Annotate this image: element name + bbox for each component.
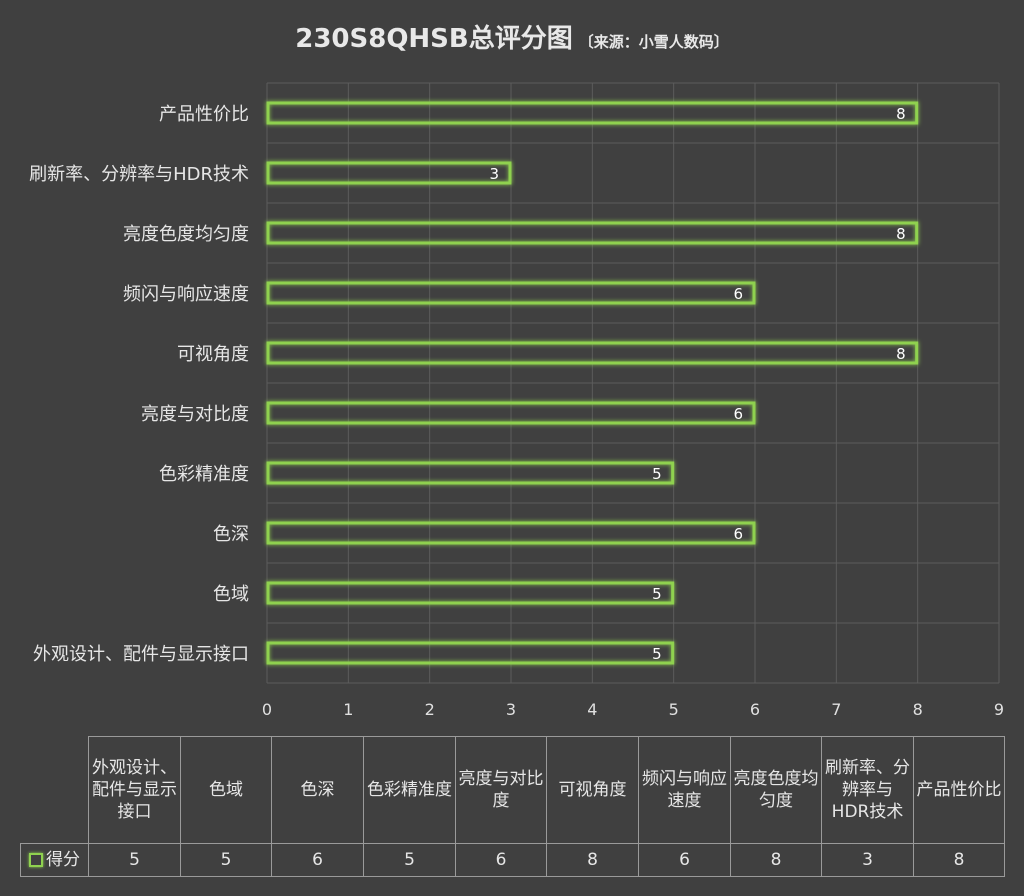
chart-title: 230S8QHSB总评分图 〔来源：小雪人数码〕 — [0, 18, 1024, 55]
bar — [266, 461, 675, 485]
table-header-cell: 亮度与对比度 — [455, 736, 547, 844]
table-value-cell: 8 — [546, 843, 639, 877]
bar-value-label: 5 — [652, 645, 662, 663]
bar-value-label: 6 — [733, 285, 743, 303]
table-value-cell: 8 — [730, 843, 822, 877]
table-header-cell: 产品性价比 — [913, 736, 1005, 844]
table-value-cell: 6 — [271, 843, 364, 877]
table-value-cell: 3 — [821, 843, 914, 877]
category-label: 亮度与对比度 — [141, 404, 249, 425]
x-tick-labels: 0 1 2 3 4 5 6 7 8 9 — [262, 700, 1004, 719]
category-label: 产品性价比 — [159, 104, 249, 125]
table-value-cell: 5 — [180, 843, 272, 877]
bar-value-label: 8 — [896, 345, 906, 363]
category-label: 刷新率、分辨率与HDR技术 — [29, 164, 249, 185]
table-value-cell: 8 — [913, 843, 1005, 877]
bar — [266, 641, 675, 665]
category-label: 频闪与响应速度 — [123, 284, 249, 305]
category-label: 外观设计、配件与显示接口 — [33, 644, 249, 665]
x-tick-label: 2 — [425, 700, 435, 719]
data-table-header-row: 外观设计、配件与显示接口 色域 色深 色彩精准度 亮度与对比度 可视角度 频闪与… — [20, 736, 1005, 844]
bar — [266, 101, 919, 125]
x-tick-label: 4 — [587, 700, 597, 719]
legend-entry: 得分 — [20, 843, 89, 877]
bar — [266, 581, 675, 605]
category-label: 色域 — [213, 584, 249, 605]
x-tick-label: 8 — [913, 700, 923, 719]
table-value-cell: 6 — [455, 843, 547, 877]
table-header-cell: 频闪与响应速度 — [638, 736, 731, 844]
bar-value-label: 5 — [652, 585, 662, 603]
data-table-corner — [20, 736, 89, 844]
category-label: 色彩精准度 — [159, 464, 249, 485]
bar — [266, 341, 919, 365]
x-tick-label: 3 — [506, 700, 516, 719]
legend-label: 得分 — [46, 850, 80, 870]
bar-value-label: 5 — [652, 465, 662, 483]
bar-value-label: 3 — [489, 165, 499, 183]
bars: 5 5 6 5 6 8 6 8 3 8 — [266, 101, 919, 665]
bar — [266, 221, 919, 245]
category-label: 亮度色度均匀度 — [123, 224, 249, 245]
table-value-cell: 5 — [88, 843, 181, 877]
data-table-values-row: 得分 5 5 6 5 6 8 6 8 3 8 — [20, 843, 1005, 877]
bar — [266, 281, 756, 305]
x-tick-label: 5 — [669, 700, 679, 719]
category-label: 可视角度 — [177, 344, 249, 365]
table-value-cell: 5 — [363, 843, 456, 877]
bar — [266, 401, 756, 425]
bar-chart: 5 5 6 5 6 8 6 8 3 8 外观设计、配件与显示接口 色域 色深 色彩精准度 亮度与对比度 可视… — [29, 82, 1004, 719]
category-labels: 外观设计、配件与显示接口 色域 色深 色彩精准度 亮度与对比度 可视角度 频闪与响应速度亮度… — [29, 104, 249, 665]
chart-title-main: 230S8QHSB总评分图 — [295, 24, 573, 54]
table-header-cell: 刷新率、分辨率与HDR技术 — [821, 736, 914, 844]
bar-value-label: 8 — [896, 105, 906, 123]
category-label: 色深 — [213, 524, 249, 545]
data-table: 外观设计、配件与显示接口 色域 色深 色彩精准度 亮度与对比度 可视角度 频闪与… — [20, 736, 1005, 877]
table-header-cell: 可视角度 — [546, 736, 639, 844]
chart-title-source: 〔来源：小雪人数码〕 — [578, 33, 729, 51]
table-header-cell: 亮度色度均匀度 — [730, 736, 822, 844]
grid-lines — [266, 82, 1000, 684]
bar — [266, 521, 756, 545]
table-header-cell: 外观设计、配件与显示接口 — [88, 736, 181, 844]
bar-value-label: 8 — [896, 225, 906, 243]
bar — [266, 161, 512, 185]
x-tick-label: 7 — [831, 700, 841, 719]
bar-value-label: 6 — [733, 525, 743, 543]
legend-key-icon — [29, 853, 43, 867]
x-tick-label: 9 — [994, 700, 1004, 719]
x-tick-label: 0 — [262, 700, 272, 719]
bar-value-label: 6 — [733, 405, 743, 423]
x-tick-label: 1 — [343, 700, 353, 719]
table-header-cell: 色域 — [180, 736, 272, 844]
table-value-cell: 6 — [638, 843, 731, 877]
table-header-cell: 色深 — [271, 736, 364, 844]
table-header-cell: 色彩精准度 — [363, 736, 456, 844]
x-tick-label: 6 — [750, 700, 760, 719]
